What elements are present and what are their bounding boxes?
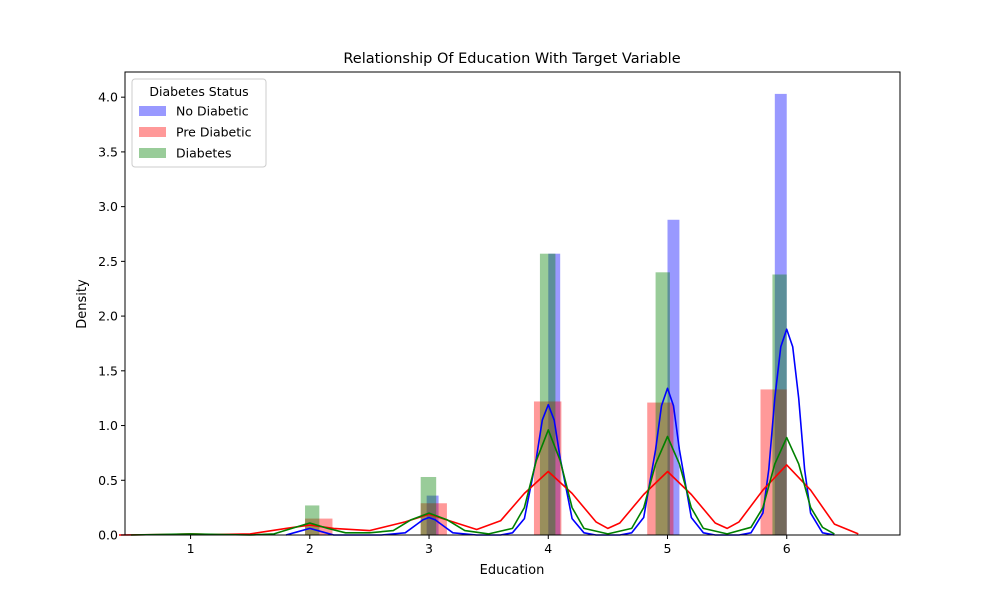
x-tick-label: 5 — [664, 541, 672, 556]
y-tick-label: 2.0 — [98, 309, 118, 324]
legend-label-diabetes: Diabetes — [176, 146, 232, 161]
y-tick-label: 1.0 — [98, 418, 118, 433]
y-tick-label: 0.5 — [98, 473, 118, 488]
bar-diabetes-0 — [305, 505, 320, 535]
x-tick-label: 2 — [306, 541, 314, 556]
legend-title: Diabetes Status — [149, 84, 248, 99]
plot-frame — [124, 71, 901, 536]
y-tick-label: 3.5 — [98, 144, 118, 159]
legend-swatch-no-diabetic — [139, 106, 166, 116]
legend-label-no-diabetic: No Diabetic — [176, 104, 249, 119]
plot-area — [118, 93, 859, 536]
y-tick-label: 3.0 — [98, 199, 118, 214]
bar-no-diabetic-2 — [667, 219, 680, 535]
bar-diabetes-2 — [539, 253, 556, 536]
bar-diabetes-1 — [420, 476, 437, 535]
kde-line-diabetes — [130, 429, 835, 536]
x-axis-label: Education — [480, 563, 545, 578]
legend-swatch-pre-diabetic — [139, 127, 166, 137]
x-tick-label: 4 — [544, 541, 552, 556]
legend: Diabetes Status No Diabetic Pre Diabetic Di… — [131, 78, 267, 168]
kde-line-pre-diabetic — [118, 464, 859, 536]
legend-swatch-diabetes — [139, 148, 166, 158]
legend-label-pre-diabetic: Pre Diabetic — [176, 125, 252, 140]
x-tick-label: 6 — [783, 541, 791, 556]
bar-pre-diabetic-2 — [533, 401, 562, 535]
x-tick-label: 3 — [425, 541, 433, 556]
x-tick-label: 1 — [187, 541, 195, 556]
y-axis-label: Density — [75, 279, 90, 329]
chart-title: Relationship Of Education With Target Va… — [343, 51, 680, 67]
y-tick-label: 1.5 — [98, 363, 118, 378]
bar-no-diabetic-3 — [774, 93, 787, 536]
y-tick-label: 2.5 — [98, 254, 118, 269]
bar-no-diabetic-1 — [548, 253, 561, 536]
axes: 1 2 3 4 5 6 0.0 0.5 1.0 1.5 2.0 2.5 3.0 3.5 4.0 — [98, 90, 791, 556]
y-tick-label: 0.0 — [98, 528, 118, 543]
legend-box — [131, 78, 267, 168]
y-tick-label: 4.0 — [98, 90, 118, 105]
